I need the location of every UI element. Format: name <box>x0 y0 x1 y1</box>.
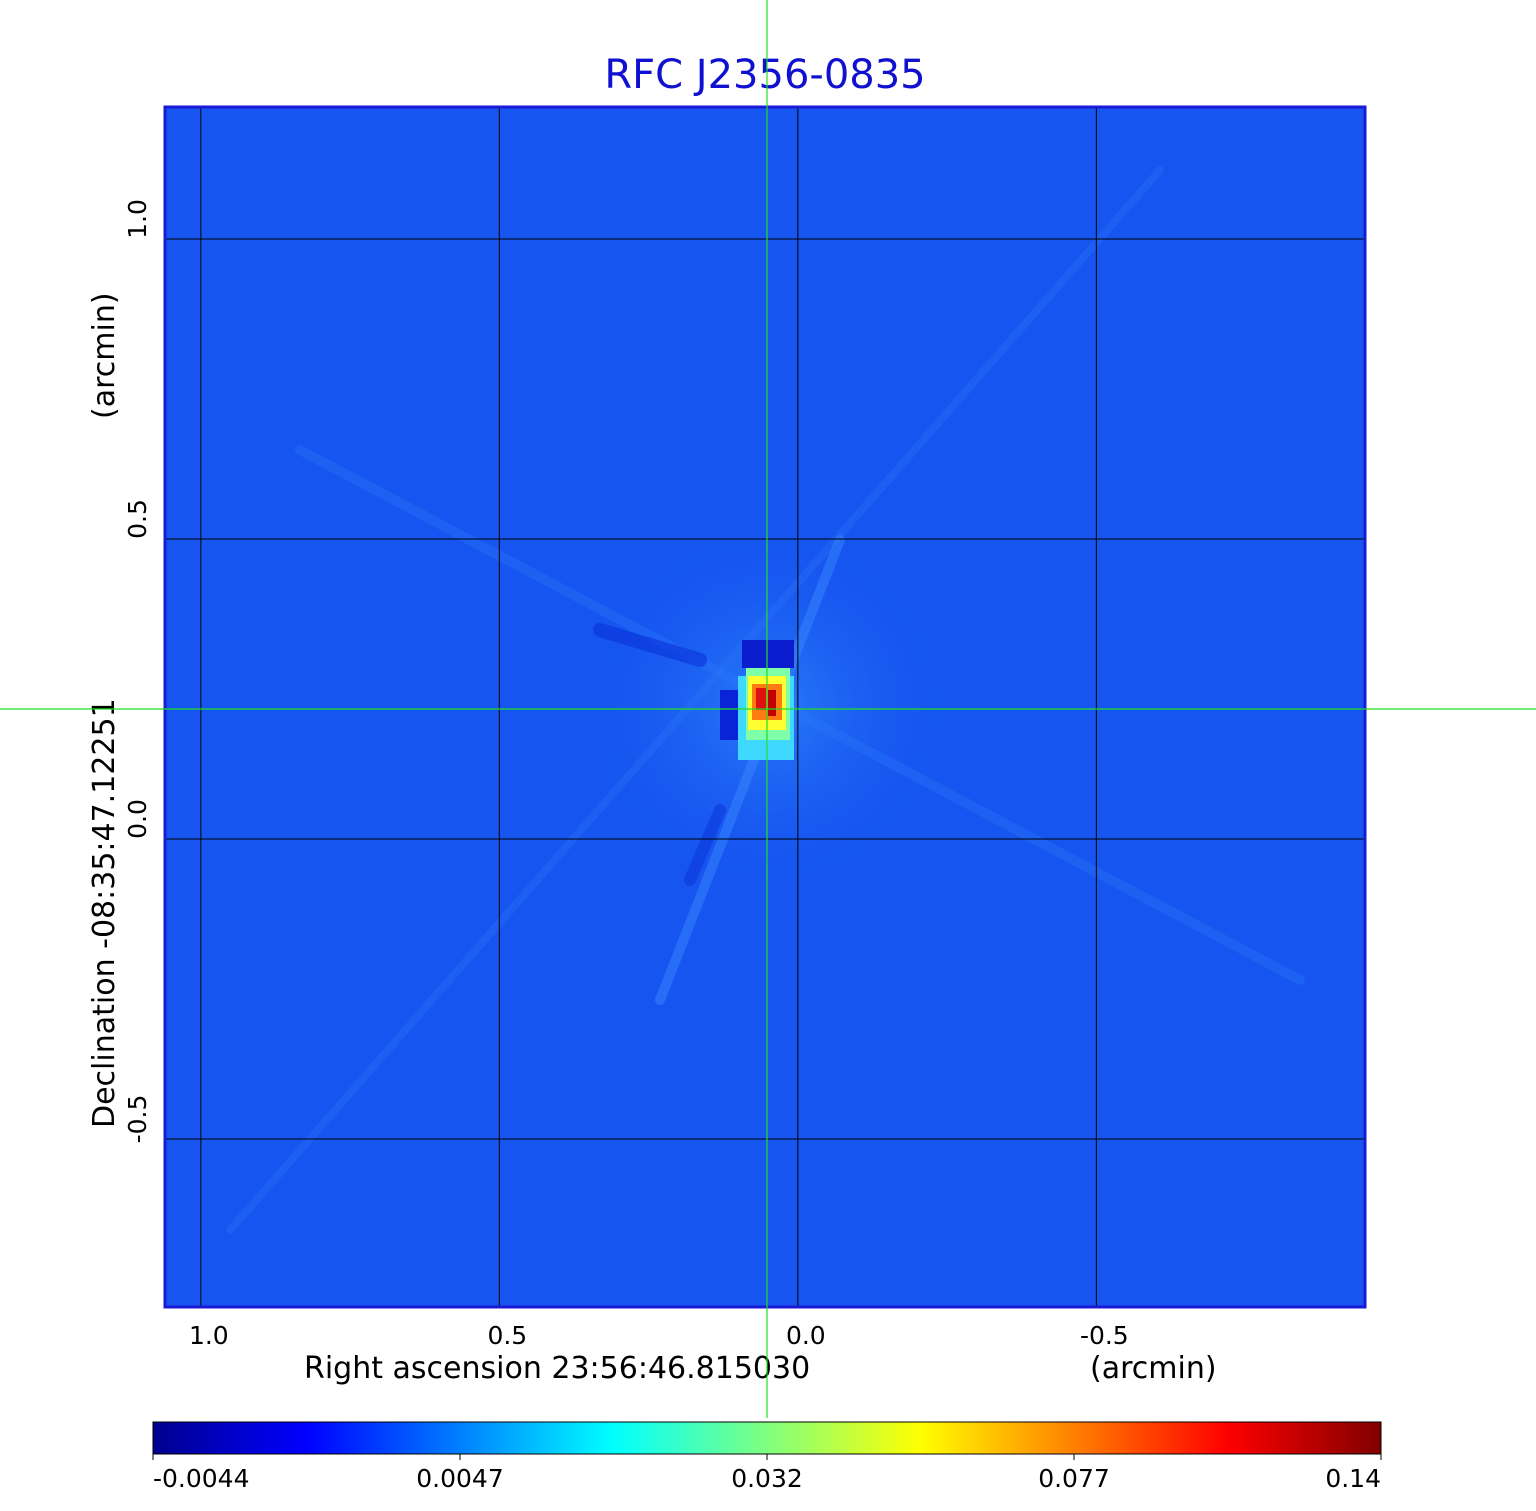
source-pixel <box>768 690 776 716</box>
x-axis-unit: (arcmin) <box>1090 1351 1217 1386</box>
y-tick-label: 0.0 <box>123 799 152 839</box>
colorbar: -0.0044 0.0047 0.032 0.077 0.14 <box>152 1421 1382 1493</box>
colorbar-tick-labels: -0.0044 0.0047 0.032 0.077 0.14 <box>152 1454 1382 1493</box>
x-tick-label: 1.0 <box>189 1321 229 1350</box>
colorbar-tick-label: 0.0047 <box>416 1464 503 1493</box>
sidelobe-streak <box>684 804 726 886</box>
crosshair <box>0 0 1536 1418</box>
chart-title: RFC J2356-0835 <box>604 52 925 98</box>
negative-lobe <box>742 640 794 668</box>
y-tick-label: 0.5 <box>123 499 152 539</box>
y-axis-label: Declination -08:35:47.12251 <box>87 698 122 1128</box>
sidelobe-streak <box>295 445 1305 985</box>
y-tick-label: 1.0 <box>123 199 152 239</box>
sidelobe-streak <box>593 623 707 667</box>
image-panel <box>163 105 1367 1309</box>
y-axis-unit: (arcmin) <box>87 292 122 419</box>
grid-lines <box>165 107 1365 1307</box>
y-tick-labels: 1.0 0.5 0.0 -0.5 <box>123 199 152 1143</box>
colorbar-tick-label: -0.0044 <box>153 1464 250 1493</box>
colorbar-tick-label: 0.14 <box>1325 1464 1381 1493</box>
sidelobe-streaks <box>226 166 1305 1234</box>
x-axis-label: Right ascension 23:56:46.815030 <box>304 1351 810 1386</box>
x-tick-labels: 1.0 0.5 0.0 -0.5 <box>189 1321 1129 1350</box>
sidelobe-streak <box>226 166 1164 1234</box>
x-tick-label: 0.5 <box>487 1321 527 1350</box>
colorbar-gradient <box>152 1421 1382 1455</box>
sidelobe-streak <box>655 535 845 1005</box>
colorbar-tick-label: 0.032 <box>731 1464 803 1493</box>
source-features <box>226 166 1305 1234</box>
colorbar-tick-label: 0.077 <box>1038 1464 1110 1493</box>
y-tick-label: -0.5 <box>123 1095 152 1144</box>
negative-lobe <box>720 690 742 740</box>
image-frame <box>163 105 1367 1309</box>
x-tick-label: -0.5 <box>1080 1321 1129 1350</box>
source-pixel <box>756 688 766 710</box>
x-tick-label: 0.0 <box>786 1321 826 1350</box>
